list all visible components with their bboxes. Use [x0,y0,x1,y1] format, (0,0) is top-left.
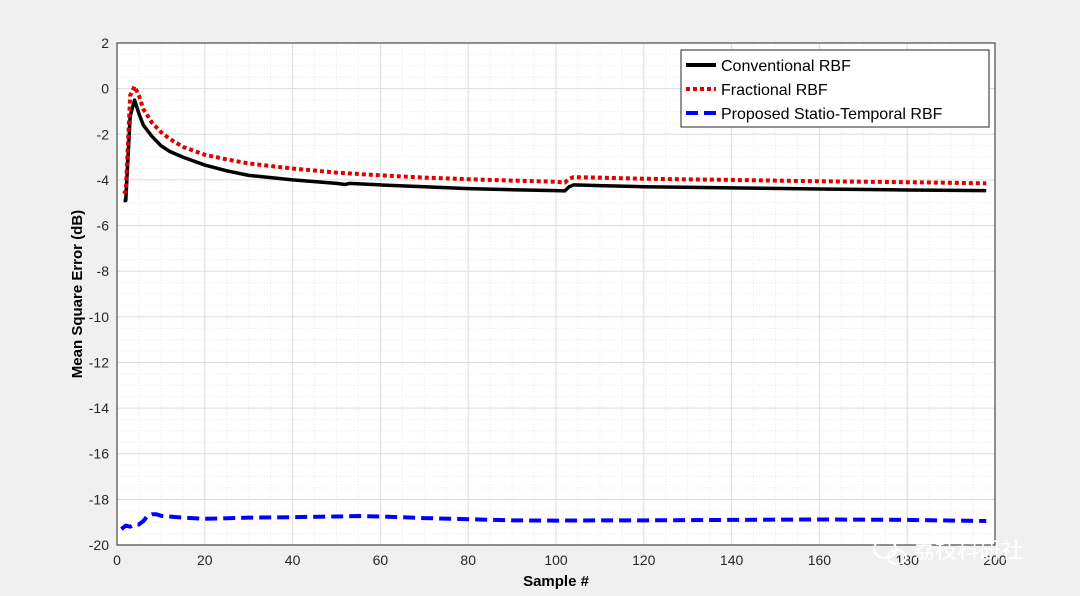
series-line-conventional-rbf [123,98,987,203]
y-tick-label: -16 [89,446,109,462]
series-line-fractional-rbf [122,84,987,195]
legend-label-conventional: Conventional RBF [721,58,851,75]
watermark-text: 荔枝科研社 [913,539,1023,564]
wechat-icon [873,539,907,565]
y-tick-label: 0 [101,81,109,97]
legend: Conventional RBF Fractional RBF Proposed… [680,49,990,128]
x-axis-label: Sample # [523,573,590,590]
y-tick-label: -2 [97,126,110,142]
x-tick-label: 0 [113,552,121,568]
y-tick-label: -14 [89,400,109,416]
y-axis-label: Mean Square Error (dB) [69,210,86,378]
legend-label-fractional: Fractional RBF [721,82,828,99]
y-tick-label: -20 [89,537,109,553]
x-tick-labels: 0 20 40 60 80 100 120 140 160 180 200 [113,552,1007,568]
y-tick-label: -8 [97,263,110,279]
x-tick-label: 20 [197,552,213,568]
x-tick-label: 100 [544,552,568,568]
x-tick-label: 200 [983,552,1007,568]
series-layer [120,84,987,531]
plot-frame [116,42,996,546]
y-tick-label: -18 [89,491,109,507]
y-tick-label: -10 [89,309,109,325]
y-tick-label: 2 [101,35,109,51]
x-tick-label: 120 [632,552,656,568]
x-tick-label: 140 [720,552,744,568]
y-tick-label: -12 [89,354,109,370]
watermark: 荔枝科研社 [873,539,1023,565]
x-tick-label: 40 [285,552,301,568]
x-tick-label: 160 [808,552,832,568]
y-tick-labels: 2 0 -2 -4 -6 -8 -10 -12 -14 -16 -18 -20 [89,35,109,553]
y-tick-label: -4 [97,172,110,188]
legend-box [680,49,990,128]
y-tick-label: -6 [97,218,110,234]
legend-label-proposed: Proposed Statio-Temporal RBF [721,106,943,123]
series-line-proposed-statio-temporal-rbf [120,512,987,531]
x-tick-label: 80 [460,552,476,568]
x-tick-label: 60 [373,552,389,568]
